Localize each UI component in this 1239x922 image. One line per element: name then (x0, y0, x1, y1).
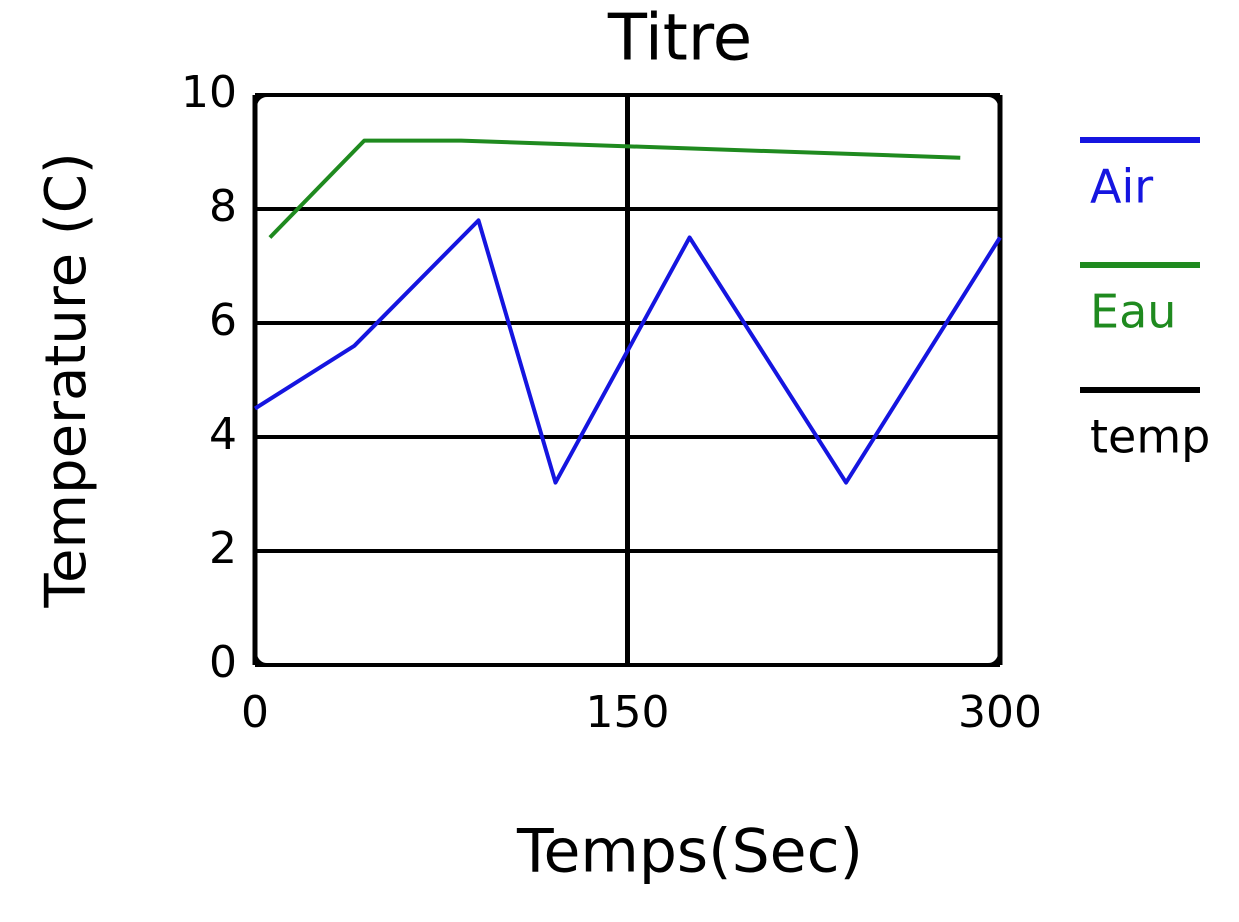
y-tick-label: 6 (209, 295, 237, 346)
legend-label: Eau (1090, 285, 1176, 339)
y-tick-label: 0 (209, 637, 237, 688)
x-tick-label: 300 (958, 687, 1042, 738)
x-axis-label: Temps(Sec) (516, 817, 863, 887)
legend-label: temp (1090, 410, 1210, 464)
y-tick-label: 4 (209, 409, 237, 460)
x-tick-label: 0 (241, 687, 269, 738)
series-line (268, 138, 961, 239)
x-tick-label: 150 (586, 687, 670, 738)
series-line (253, 218, 1002, 485)
legend-label: Air (1090, 160, 1153, 214)
y-axis-label: Temperature (C) (34, 152, 99, 608)
y-tick-label: 8 (209, 181, 237, 232)
y-tick-label: 2 (209, 523, 237, 574)
y-tick-label: 10 (181, 67, 237, 118)
chart-title: Titre (607, 2, 752, 76)
